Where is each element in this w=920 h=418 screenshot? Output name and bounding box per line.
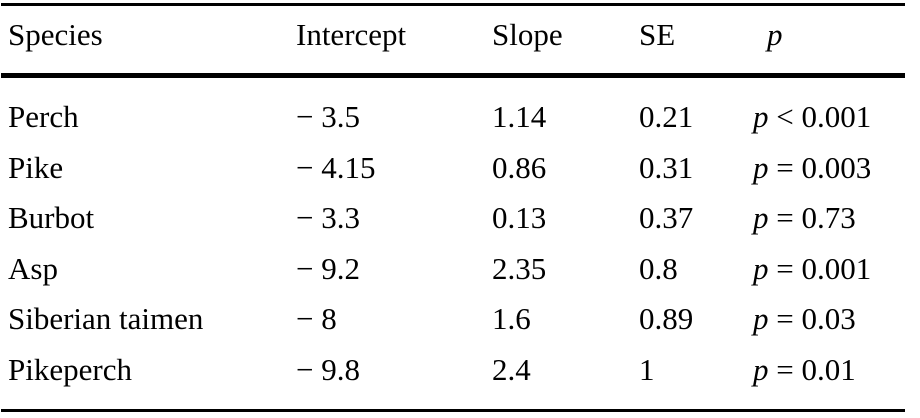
cell-slope: 0.13 <box>492 200 547 235</box>
cell-p-value: p = 0.001 <box>753 244 912 295</box>
table-row: Pikeperch − 9.8 2.4 1 p = 0.01 <box>0 345 920 396</box>
cell-p-value: p = 0.03 <box>753 294 912 345</box>
column-header-intercept: Intercept <box>296 17 407 52</box>
column-header-p: p <box>767 17 783 52</box>
p-symbol: p <box>753 99 769 134</box>
table-row: Perch − 3.5 1.14 0.21 p < 0.001 <box>0 92 920 143</box>
cell-species: Perch <box>8 99 79 134</box>
cell-intercept: − 8 <box>296 301 337 336</box>
table-body: Perch − 3.5 1.14 0.21 p < 0.001 Pike − 4… <box>0 78 920 395</box>
cell-intercept: − 9.2 <box>296 250 360 286</box>
cell-species: Asp <box>8 250 58 286</box>
cell-se: 0.31 <box>639 149 694 185</box>
cell-se: 0.8 <box>639 250 678 286</box>
cell-se: 0.21 <box>639 99 694 134</box>
p-comparison: < 0.001 <box>768 99 872 134</box>
cell-p-value: p = 0.01 <box>753 345 912 396</box>
table-row: Burbot − 3.3 0.13 0.37 p = 0.73 <box>0 193 920 244</box>
p-symbol: p <box>753 351 769 387</box>
cell-intercept: − 3.5 <box>296 99 360 134</box>
column-header-species: Species <box>8 17 103 52</box>
cell-se: 0.89 <box>639 301 694 336</box>
cell-intercept: − 3.3 <box>296 200 360 235</box>
table-row: Pike − 4.15 0.86 0.31 p = 0.003 <box>0 143 920 194</box>
p-symbol: p <box>753 301 769 336</box>
cell-slope: 0.86 <box>492 149 547 185</box>
table-top-rule <box>1 3 905 6</box>
p-symbol: p <box>753 149 769 185</box>
cell-p-value: p < 0.001 <box>753 92 912 143</box>
cell-p-value: p = 0.73 <box>753 193 912 244</box>
table-bottom-rule <box>1 409 905 412</box>
cell-p-value: p = 0.003 <box>753 143 912 194</box>
p-symbol: p <box>753 200 769 235</box>
table-row: Asp − 9.2 2.35 0.8 p = 0.001 <box>0 244 920 295</box>
cell-intercept: − 9.8 <box>296 351 360 387</box>
p-symbol: p <box>753 250 769 286</box>
table-header-rule <box>1 73 905 78</box>
cell-species: Burbot <box>8 200 95 235</box>
p-comparison: = 0.003 <box>768 149 872 185</box>
p-comparison: = 0.01 <box>768 351 856 387</box>
cell-species: Pike <box>8 149 64 185</box>
table-header-row: Species Intercept Slope SE p <box>0 6 920 73</box>
cell-se: 1 <box>639 351 655 387</box>
cell-intercept: − 4.15 <box>296 149 376 185</box>
cell-slope: 1.14 <box>492 99 547 134</box>
table-row: Siberian taimen − 8 1.6 0.89 p = 0.03 <box>0 294 920 345</box>
cell-species: Pikeperch <box>8 351 132 387</box>
p-comparison: = 0.03 <box>768 301 856 336</box>
cell-slope: 2.35 <box>492 250 547 286</box>
column-header-se: SE <box>639 17 676 52</box>
cell-slope: 2.4 <box>492 351 531 387</box>
cell-slope: 1.6 <box>492 301 531 336</box>
cell-se: 0.37 <box>639 200 694 235</box>
column-header-slope: Slope <box>492 17 563 52</box>
p-comparison: = 0.001 <box>768 250 872 286</box>
cell-species: Siberian taimen <box>8 301 204 336</box>
p-comparison: = 0.73 <box>768 200 856 235</box>
